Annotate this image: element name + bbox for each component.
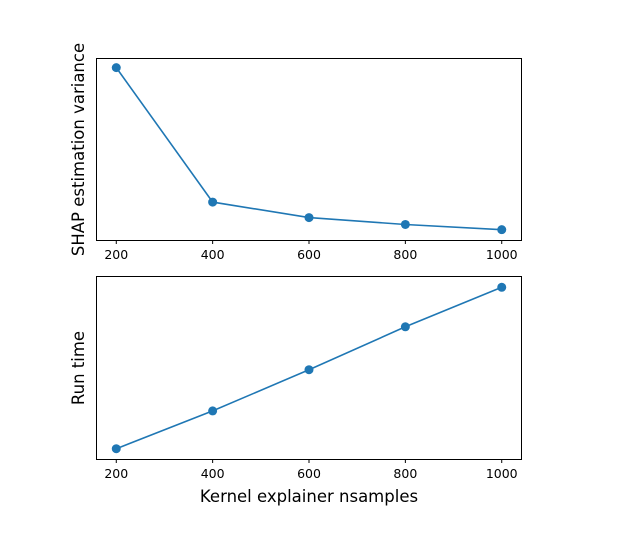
bottom-data-point [208, 406, 218, 416]
bottom-x-tick-label: 600 [297, 466, 321, 481]
top-data-point [400, 219, 410, 229]
top-y-axis-label: SHAP estimation variance [69, 43, 88, 256]
bottom-panel: 200 400 600 800 1000 Run time Kernel explain… [69, 276, 522, 506]
top-x-tick-label: 200 [104, 247, 128, 262]
bottom-x-tick-label: 200 [104, 466, 128, 481]
bottom-x-tick-label: 400 [201, 466, 225, 481]
bottom-data-point [111, 444, 121, 454]
top-x-tick-label: 800 [393, 247, 417, 262]
top-data-point [111, 63, 121, 73]
top-x-tick-label: 1000 [486, 247, 518, 262]
top-panel: 200 400 600 800 1000 SHAP estimation varianc… [69, 43, 522, 262]
bottom-x-tick-label: 800 [393, 466, 417, 481]
top-x-tick-label: 400 [201, 247, 225, 262]
bottom-data-point [400, 322, 410, 332]
top-x-tick-label: 600 [297, 247, 321, 262]
top-data-point [208, 197, 218, 207]
bottom-y-axis-label: Run time [69, 331, 88, 405]
top-series [111, 63, 507, 235]
top-data-point [497, 225, 507, 235]
top-data-point [304, 213, 314, 223]
bottom-data-point [304, 365, 314, 375]
top-x-ticks: 200 400 600 800 1000 [104, 240, 518, 262]
bottom-x-ticks: 200 400 600 800 1000 [104, 459, 518, 481]
bottom-data-point [497, 282, 507, 292]
bottom-x-axis-label: Kernel explainer nsamples [200, 487, 418, 506]
bottom-x-tick-label: 1000 [486, 466, 518, 481]
bottom-series [111, 282, 507, 454]
